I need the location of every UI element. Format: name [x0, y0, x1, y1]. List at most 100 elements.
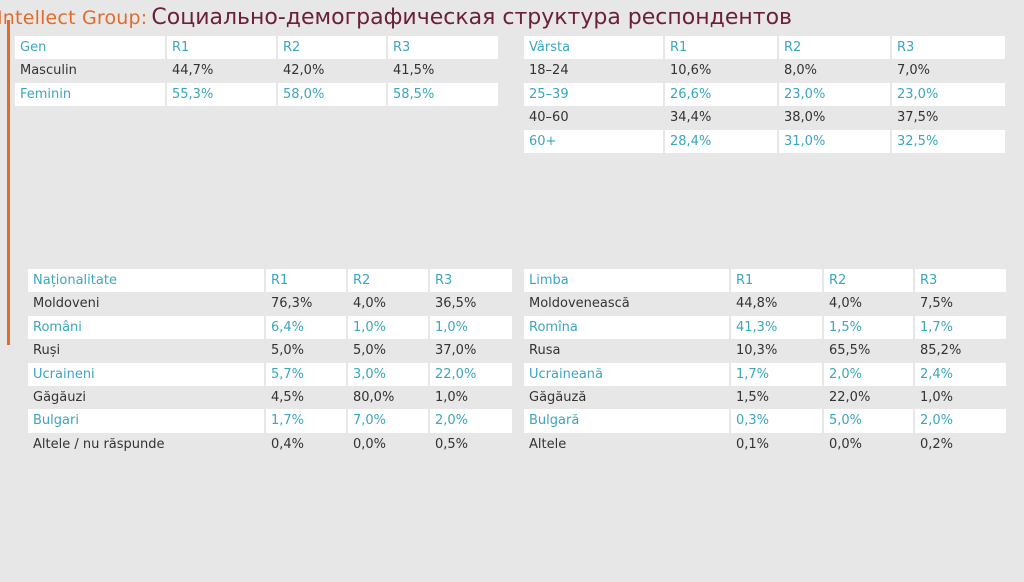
row-label: Găgăuzi [33, 389, 86, 405]
table-cell: 6,4% [266, 315, 348, 340]
table-cell: 0,5% [435, 436, 469, 452]
table-cell: 1,0% [430, 315, 512, 340]
table-cell: 85,2% [920, 343, 962, 359]
table-cell: 23,0% [892, 82, 1005, 107]
table-cell: 1,7% [915, 315, 1006, 340]
table-cell: 31,0% [779, 129, 892, 153]
page-title: Социально-демографическая структура респ… [151, 5, 792, 30]
table-row: Rusa 10,3% 65,5% 85,2% [524, 339, 1006, 362]
table-cell: 0,0% [353, 436, 387, 452]
table-cell: 3,0% [348, 362, 430, 386]
table-cell: 2,0% [824, 362, 915, 386]
table-cell: 36,5% [435, 296, 477, 312]
table-cell: 1,0% [920, 389, 954, 405]
accent-bar [7, 20, 10, 345]
table-cell: 37,0% [435, 343, 477, 359]
table-cell: 5,0% [271, 343, 305, 359]
table-cell: 5,0% [353, 343, 387, 359]
table-row: Romîna 41,3% 1,5% 1,7% [524, 315, 1006, 340]
table-cell: 1,5% [736, 389, 770, 405]
table-header-row: Vârsta R1 R2 R3 [524, 36, 1005, 60]
table-cell: 80,0% [353, 389, 395, 405]
table-limba: Limba R1 R2 R3 Moldovenească 44,8% 4,0% 7,5% Rom… [524, 269, 1006, 456]
column-header: R3 [915, 269, 1006, 293]
table-row: Găgăuză 1,5% 22,0% 1,0% [524, 386, 1006, 409]
table-cell: 76,3% [271, 296, 313, 312]
row-label: 40–60 [529, 110, 569, 126]
row-label: Ruși [33, 343, 61, 359]
table-cell: 55,3% [167, 82, 278, 107]
row-label: Moldoveni [33, 296, 100, 312]
row-label: Români [28, 315, 266, 340]
column-header: Gen [15, 36, 167, 60]
table-varsta: Vârsta R1 R2 R3 18–24 10,6% 8,0% 7,0% 25–39 26,6%… [524, 36, 1005, 153]
table-cell: 32,5% [892, 129, 1005, 153]
table-header-row: Naționalitate R1 R2 R3 [28, 269, 512, 293]
table-cell: 58,5% [388, 82, 498, 107]
table-cell: 4,0% [353, 296, 387, 312]
table-cell: 42,0% [283, 63, 325, 79]
row-label: Găgăuză [529, 389, 587, 405]
table-cell: 2,0% [430, 409, 512, 433]
table-cell: 41,3% [731, 315, 824, 340]
row-label: Rusa [529, 343, 561, 359]
column-header: R2 [278, 36, 388, 60]
table-row: Altele / nu răspunde 0,4% 0,0% 0,5% [28, 433, 512, 456]
row-label: Moldovenească [529, 296, 630, 312]
table-row: Feminin 55,3% 58,0% 58,5% [15, 82, 498, 107]
row-label: 25–39 [524, 82, 665, 107]
column-header: Limba [524, 269, 731, 293]
table-cell: 5,0% [824, 409, 915, 433]
brand-name: Intellect Group: [0, 7, 148, 29]
table-cell: 1,0% [348, 315, 430, 340]
row-label: Bulgari [28, 409, 266, 433]
row-label: 60+ [524, 129, 665, 153]
table-row: Ucraineni 5,7% 3,0% 22,0% [28, 362, 512, 386]
table-cell: 4,0% [829, 296, 863, 312]
column-header: R2 [779, 36, 892, 60]
table-cell: 0,4% [271, 436, 305, 452]
table-cell: 58,0% [278, 82, 388, 107]
table-cell: 1,7% [731, 362, 824, 386]
table-header-row: Gen R1 R2 R3 [15, 36, 498, 60]
table-gen: Gen R1 R2 R3 Masculin 44,7% 42,0% 41,5% Feminin 5… [15, 36, 498, 107]
row-label: Feminin [15, 82, 167, 107]
table-row: Ucraineană 1,7% 2,0% 2,4% [524, 362, 1006, 386]
table-cell: 10,6% [670, 63, 712, 79]
column-header: R1 [167, 36, 278, 60]
table-cell: 34,4% [670, 110, 712, 126]
column-header: R3 [430, 269, 512, 293]
row-label: Ucraineni [28, 362, 266, 386]
table-row: Moldovenească 44,8% 4,0% 7,5% [524, 292, 1006, 315]
table-cell: 1,0% [435, 389, 469, 405]
table-cell: 26,6% [665, 82, 779, 107]
table-cell: 0,3% [731, 409, 824, 433]
table-row: Bulgară 0,3% 5,0% 2,0% [524, 409, 1006, 433]
table-cell: 38,0% [784, 110, 826, 126]
table-row: 25–39 26,6% 23,0% 23,0% [524, 82, 1005, 107]
table-row: 18–24 10,6% 8,0% 7,0% [524, 59, 1005, 82]
row-label: Altele [529, 436, 567, 452]
table-cell: 1,5% [824, 315, 915, 340]
table-row: 40–60 34,4% 38,0% 37,5% [524, 106, 1005, 129]
table-cell: 23,0% [779, 82, 892, 107]
table-row: Găgăuzi 4,5% 80,0% 1,0% [28, 386, 512, 409]
column-header: R3 [388, 36, 498, 60]
column-header: R1 [665, 36, 779, 60]
table-cell: 10,3% [736, 343, 778, 359]
table-cell: 0,1% [736, 436, 770, 452]
table-row: Ruși 5,0% 5,0% 37,0% [28, 339, 512, 362]
row-label: Bulgară [524, 409, 731, 433]
table-row: Români 6,4% 1,0% 1,0% [28, 315, 512, 340]
table-row: Masculin 44,7% 42,0% 41,5% [15, 59, 498, 82]
table-cell: 41,5% [393, 63, 435, 79]
table-cell: 7,0% [897, 63, 931, 79]
table-header-row: Limba R1 R2 R3 [524, 269, 1006, 293]
column-header: R2 [824, 269, 915, 293]
table-cell: 0,0% [829, 436, 863, 452]
column-header: R3 [892, 36, 1005, 60]
table-cell: 4,5% [271, 389, 305, 405]
row-label: Masculin [20, 63, 77, 79]
table-cell: 44,7% [172, 63, 214, 79]
column-header: R1 [731, 269, 824, 293]
